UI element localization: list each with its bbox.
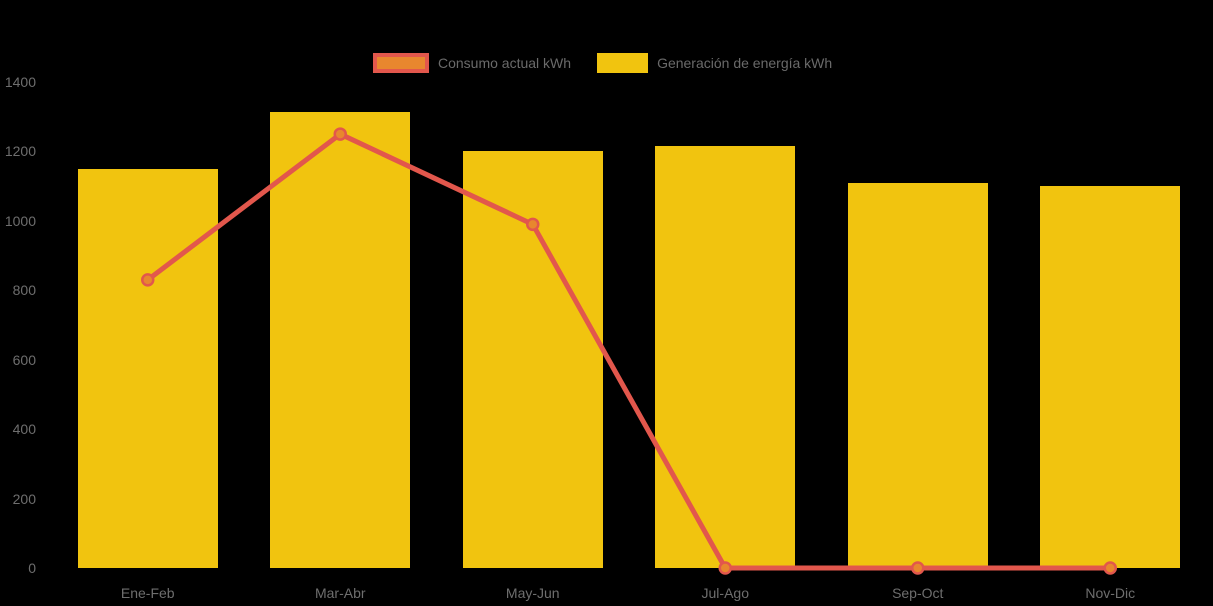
bar-Ene-Feb[interactable]	[77, 168, 218, 568]
x-tick-label-Jul-Ago: Jul-Ago	[701, 585, 749, 601]
consumo-point-Mar-Abr[interactable]	[333, 127, 347, 141]
bar-Jul-Ago[interactable]	[655, 146, 796, 568]
legend-label-generacion: Generación de energía kWh	[657, 55, 833, 71]
legend-item-consumo[interactable]: Consumo actual kWh	[373, 53, 571, 73]
y-tick-label: 200	[12, 490, 36, 507]
legend-swatch-generacion	[597, 53, 649, 73]
x-tick-label-Nov-Dic: Nov-Dic	[1085, 585, 1136, 601]
y-tick-label: 800	[12, 282, 36, 299]
consumo-point-Sep-Oct[interactable]	[911, 561, 925, 575]
bar-May-Jun[interactable]	[462, 151, 603, 568]
bar-Mar-Abr[interactable]	[270, 111, 411, 568]
chart-legend: Consumo actual kWh Generación de energía…	[373, 53, 832, 73]
x-tick-label-Mar-Abr: Mar-Abr	[314, 585, 366, 601]
legend-item-generacion[interactable]: Generación de energía kWh	[597, 53, 832, 73]
y-tick-label: 0	[28, 560, 36, 576]
x-tick-label-May-Jun: May-Jun	[505, 585, 560, 601]
y-tick-label: 1200	[4, 143, 36, 160]
y-tick-label: 400	[12, 421, 36, 438]
legend-swatch-consumo	[373, 53, 429, 73]
consumo-point-Nov-Dic[interactable]	[1103, 561, 1117, 575]
legend-label-consumo: Consumo actual kWh	[438, 55, 572, 71]
bar-Nov-Dic[interactable]	[1040, 186, 1181, 568]
consumo-point-Ene-Feb[interactable]	[141, 273, 155, 287]
consumo-line	[145, 131, 1113, 571]
y-tick-label: 600	[12, 351, 36, 368]
x-tick-label-Ene-Feb: Ene-Feb	[120, 585, 175, 601]
y-tick-label: 1400	[4, 74, 36, 90]
consumo-point-Jul-Ago[interactable]	[718, 561, 732, 575]
consumo-point-May-Jun[interactable]	[526, 217, 540, 232]
x-tick-label-Sep-Oct: Sep-Oct	[892, 585, 944, 601]
y-tick-label: 1000	[4, 212, 36, 229]
bar-Sep-Oct[interactable]	[847, 182, 988, 568]
